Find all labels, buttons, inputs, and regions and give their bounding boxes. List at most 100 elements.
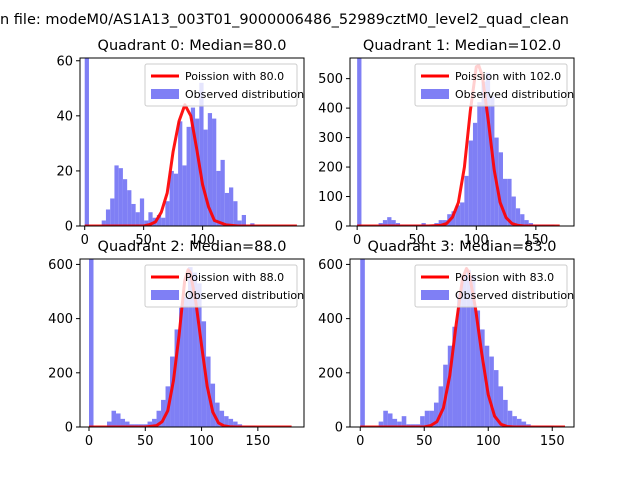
- histogram-bar: [391, 220, 396, 226]
- x-tick-label: 0: [356, 434, 364, 449]
- histogram-bar: [524, 220, 529, 226]
- histogram-bar: [387, 413, 393, 427]
- histogram-bar: [183, 296, 189, 427]
- histogram-bar: [156, 214, 162, 226]
- legend-hist-label: Observed distribution: [455, 88, 574, 101]
- histogram-bar: [219, 410, 225, 427]
- histogram-bar: [111, 410, 117, 427]
- histogram-bar: [105, 209, 111, 226]
- x-tick-label: 100: [476, 434, 501, 449]
- histogram-bar: [161, 217, 166, 226]
- histogram-bar: [481, 81, 486, 226]
- y-tick-label: 0: [65, 421, 73, 436]
- x-tick-label: 150: [523, 233, 548, 248]
- histogram-bar: [457, 294, 462, 427]
- y-tick-label: 40: [56, 109, 73, 124]
- histogram-bar: [507, 178, 512, 226]
- y-tick-label: 200: [48, 366, 73, 381]
- legend-box: [144, 63, 298, 107]
- legend-line-label: Poission with 102.0: [455, 70, 561, 83]
- legend-hist-swatch: [151, 290, 179, 300]
- axes-frame: [79, 57, 305, 227]
- histogram-bar: [178, 121, 183, 226]
- histogram-bar: [199, 82, 204, 226]
- histogram-bar: [186, 126, 191, 226]
- histogram-bar: [460, 202, 465, 226]
- histogram-bar: [438, 386, 444, 427]
- histogram-bar: [165, 201, 170, 226]
- y-tick-label: 0: [335, 421, 343, 436]
- x-tick-label: 150: [540, 434, 565, 449]
- y-tick-label: 300: [318, 131, 343, 146]
- histogram-bar: [182, 165, 187, 226]
- histogram-bar: [502, 178, 508, 226]
- histogram-bar: [477, 102, 482, 226]
- y-tick-label: 500: [318, 72, 343, 87]
- histogram-bar: [139, 198, 145, 226]
- chart-title: Quadrant 2: Median=88.0: [98, 239, 287, 255]
- histogram-bar: [383, 410, 388, 427]
- histogram-bar: [174, 329, 180, 427]
- histogram-bar: [190, 107, 196, 226]
- histogram-bar: [125, 421, 130, 427]
- histogram-bar: [357, 58, 362, 226]
- histogram-bar: [122, 179, 128, 226]
- x-tick-label: 50: [416, 434, 433, 449]
- histogram-bar: [498, 152, 503, 226]
- histogram-bar: [144, 220, 149, 226]
- legend: Poission with 80.0 Observed distribution: [144, 63, 304, 107]
- chart-title: Quadrant 1: Median=102.0: [363, 38, 561, 54]
- histogram-bar: [201, 321, 207, 427]
- x-tick-label: 0: [81, 233, 89, 248]
- y-tick-label: 400: [318, 312, 343, 327]
- histogram-bar: [493, 370, 499, 427]
- histogram-bar: [148, 212, 153, 226]
- plot-area: [360, 259, 565, 427]
- y-tick-label: 100: [318, 190, 343, 205]
- histogram-bar: [220, 159, 225, 226]
- legend: Poission with 88.0 Observed distribution: [144, 264, 304, 308]
- y-tick-label: 200: [318, 161, 343, 176]
- histogram-bar: [212, 118, 217, 226]
- histogram-bar: [147, 421, 153, 427]
- histogram-bar: [401, 416, 407, 427]
- histogram-bar: [228, 418, 234, 427]
- legend-hist-swatch: [421, 89, 449, 99]
- histogram-bar: [507, 410, 513, 427]
- legend-hist-swatch: [151, 89, 179, 99]
- quadrant-0-panel: 0 50 100 0 20 40 60 Poission with 80.0 Observed …: [56, 38, 305, 248]
- histogram-bar: [520, 214, 525, 226]
- histogram-bar: [173, 173, 179, 226]
- legend: Poission with 102.0 Observed distribution: [414, 63, 574, 107]
- histogram-bar: [468, 140, 473, 226]
- histogram-bar: [188, 267, 193, 427]
- histogram-bar: [229, 187, 234, 226]
- histogram-bar: [461, 275, 467, 427]
- x-tick-label: 0: [353, 233, 361, 248]
- histogram-bar: [233, 421, 238, 427]
- histogram-bar: [498, 386, 504, 427]
- histogram-bar: [455, 205, 461, 226]
- histogram-bar: [451, 211, 456, 226]
- histogram-bar: [84, 58, 89, 226]
- histogram-bar: [433, 402, 439, 427]
- histogram-bar: [156, 410, 162, 427]
- legend-hist-label: Observed distribution: [185, 289, 304, 302]
- histogram-bar: [511, 196, 516, 226]
- histogram-bar: [485, 72, 491, 226]
- histogram-bar: [392, 418, 398, 427]
- legend-box: [414, 63, 568, 107]
- histogram-bar: [120, 418, 126, 427]
- histogram-bar: [216, 170, 221, 226]
- histogram-bar: [387, 217, 392, 226]
- axes-frame: [349, 57, 575, 227]
- histogram-bar: [207, 113, 213, 226]
- chart-title: Quadrant 0: Median=80.0: [98, 38, 287, 54]
- y-tick-label: 600: [48, 258, 73, 273]
- histogram-bar: [224, 192, 230, 226]
- legend-line-label: Poission with 80.0: [185, 70, 284, 83]
- panels: 0 50 100 0 20 40 60 Poission with 80.0 Observed …: [48, 38, 575, 449]
- histogram-bar: [110, 198, 115, 226]
- histogram-bar: [192, 272, 198, 427]
